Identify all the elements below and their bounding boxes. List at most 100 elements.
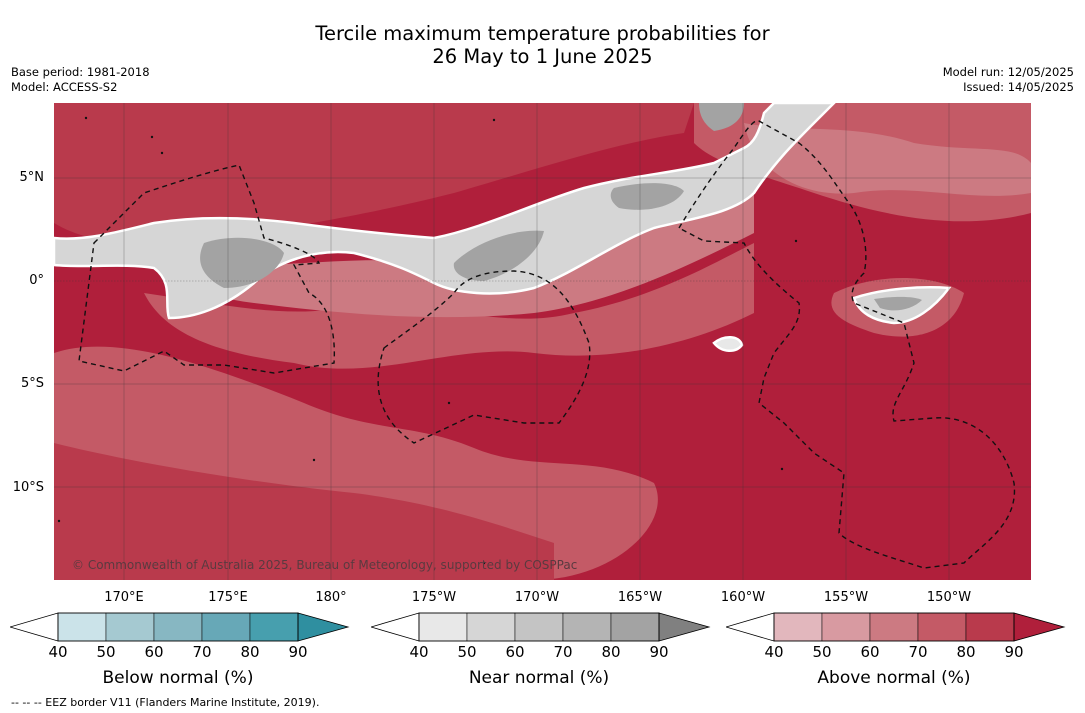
island-dots [57,116,798,565]
island-1 [84,116,88,120]
colorbar-near-normal [371,612,711,642]
eez-kiribati-gilbert [78,164,336,374]
island-7 [780,467,784,471]
colorbar-near-segments [418,612,660,642]
base-period: Base period: 1981-2018 [11,65,150,79]
tick-above-70: 70 [908,643,928,661]
patch-70-central [144,243,754,369]
tick-above-90: 90 [1004,643,1024,661]
tick-below-40: 40 [48,643,68,661]
colorbar-near-low-extend [371,612,420,642]
colorbar-above-segment-4 [917,612,967,642]
lon-label-180: 180° [315,590,347,605]
lon-label-150w: 150°W [926,590,972,605]
lon-label-175e: 175°E [208,590,248,605]
colorbar-below-normal [10,612,350,642]
lon-label-165w: 165°W [617,590,663,605]
patch-60-northeast [744,123,1031,196]
colorbar-below-segment-3 [153,612,203,642]
colorbar-title-below-normal: Below normal (%) [102,668,254,688]
colorbar-below-segments [57,612,299,642]
lon-label-170e: 170°E [104,590,144,605]
colorbar-near-segment-4 [562,612,612,642]
tick-near-50: 50 [457,643,477,661]
tick-above-80: 80 [956,643,976,661]
near-normal-core [200,103,922,311]
colorbar-above-segment-5 [965,612,1015,642]
tick-below-70: 70 [192,643,212,661]
lon-label-155w: 155°W [823,590,869,605]
patch-80-west [54,103,694,243]
tick-near-70: 70 [553,643,573,661]
grey-core-2 [453,230,544,281]
colorbar-below-high-extend [297,612,350,642]
tick-near-90: 90 [649,643,669,661]
colorbar-above-outline [773,612,1015,642]
probability-map [54,103,1031,580]
island-2 [150,135,154,139]
colorbar-above-normal [726,612,1066,642]
colorbar-above-segment-3 [869,612,919,642]
colorbar-below-segment-1 [57,612,107,642]
lat-label-0: 0° [29,273,44,288]
copyright-credit: © Commonwealth of Australia 2025, Bureau… [72,558,578,572]
colorbar-above-high-extend [1013,612,1066,642]
colorbar-below-segment-4 [201,612,251,642]
colorbar-below-segment-5 [249,612,299,642]
colorbar-near-segment-3 [514,612,564,642]
colorbar-title-near-normal: Near normal (%) [468,668,610,688]
patch-80-south [54,443,554,580]
island-3 [160,151,164,155]
colorbar-near-segment-1 [418,612,468,642]
colorbar-near-high-extend [658,612,711,642]
meta-right: Model run: 12/05/2025 Issued: 14/05/2025 [943,65,1074,95]
tick-above-40: 40 [764,643,784,661]
tick-above-60: 60 [860,643,880,661]
colorbar-title-above-normal: Above normal (%) [817,668,971,688]
lat-label-10s: 10°S [12,480,44,495]
lat-label-5s: 5°S [20,376,44,391]
grey-core-3 [610,183,684,210]
colorbar-above-segments [773,612,1015,642]
grey-core-4 [699,103,744,131]
tick-near-40: 40 [409,643,429,661]
eez-footnote: -- -- -- EEZ border V11 (Flanders Marine… [11,696,320,709]
tick-above-50: 50 [812,643,832,661]
island-10 [447,401,451,405]
issued-date: Issued: 14/05/2025 [963,80,1074,94]
meta-left: Base period: 1981-2018 Model: ACCESS-S2 [11,65,150,95]
island-5 [794,239,798,243]
chart-title-line-1: Tercile maximum temperature probabilitie… [315,22,770,45]
lat-label-5n: 5°N [19,170,45,185]
island-4 [492,118,496,122]
colorbar-above-segment-2 [821,612,871,642]
island-8 [57,519,61,523]
colorbar-below-low-extend [10,612,59,642]
colorbar-above-low-extend [726,612,775,642]
tick-below-60: 60 [144,643,164,661]
eez-line-islands [678,119,1016,569]
tick-below-90: 90 [288,643,308,661]
grid-lines [54,103,1031,580]
lon-label-170w: 170°W [514,590,560,605]
lon-label-175w: 175°W [411,590,457,605]
colorbar-below-outline [57,612,299,642]
chart-title-line-2: 26 May to 1 June 2025 [432,45,653,68]
colorbar-below-segment-2 [105,612,155,642]
model-run: Model run: 12/05/2025 [942,65,1074,79]
island-9 [482,561,486,565]
grey-core-5 [874,296,922,311]
above-normal-patches [54,103,1031,580]
island-6 [312,458,316,462]
patch-60-central [174,183,754,318]
grey-core-1 [200,237,284,288]
grey-blob-small [712,336,744,352]
colorbar-above-segment-1 [773,612,823,642]
tick-below-80: 80 [240,643,260,661]
tick-below-50: 50 [96,643,116,661]
colorbar-near-outline [418,612,660,642]
colorbar-near-segment-5 [610,612,660,642]
model-name: Model: ACCESS-S2 [11,80,118,94]
lon-label-160w: 160°W [720,590,766,605]
tick-near-80: 80 [601,643,621,661]
